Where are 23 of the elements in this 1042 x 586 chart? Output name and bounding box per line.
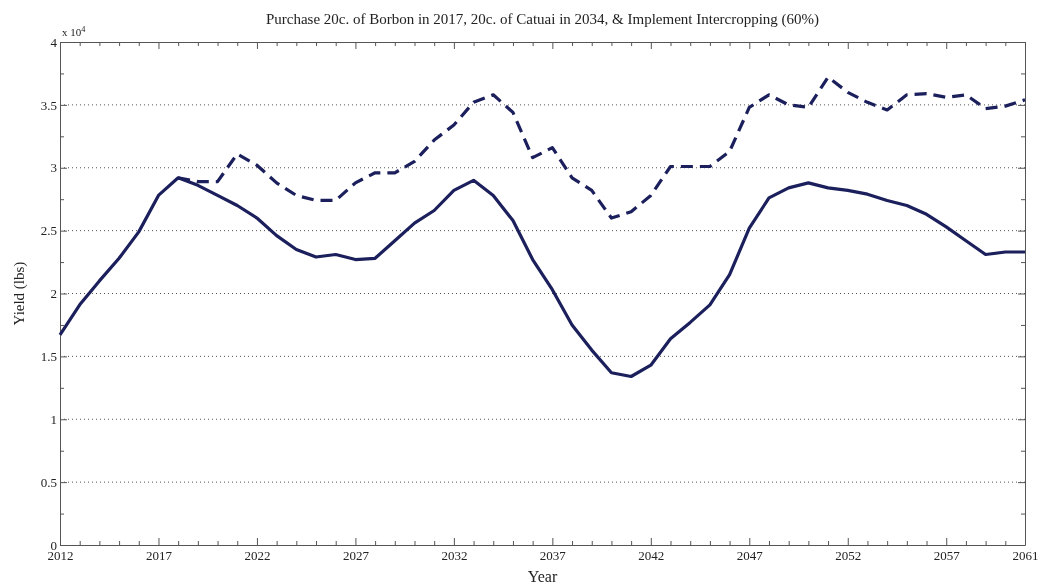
y-tick-label: 4 <box>50 34 58 50</box>
x-tick-label: 2032 <box>441 547 468 563</box>
y-tick-label: 2 <box>50 286 57 302</box>
x-tick-label: 2061 <box>1012 547 1039 563</box>
x-axis-title: Year <box>527 568 558 585</box>
y-axis-title: Yield (lbs) <box>11 261 28 326</box>
x-tick-label: 2027 <box>342 547 370 563</box>
y-tick-label: 1 <box>50 411 57 427</box>
x-tick-label: 2042 <box>638 547 665 563</box>
y-tick-label: 2.5 <box>40 223 57 239</box>
y-tick-label: 0 <box>50 537 57 553</box>
y-tick-label: 3.5 <box>40 97 57 113</box>
text: x 10$^{4}$ <box>62 24 86 38</box>
y-tick-label: 3 <box>50 160 57 176</box>
x-tick-label: 2047 <box>736 547 764 563</box>
x-tick-label: 2022 <box>244 547 271 563</box>
x-tick-label: 2052 <box>835 547 862 563</box>
y-tick-label: 1.5 <box>40 349 57 365</box>
x-tick-label: 2057 <box>933 547 961 563</box>
y-tick-label: 0.5 <box>40 474 57 490</box>
x-tick-label: 2017 <box>145 547 173 563</box>
chart-title: Purchase 20c. of Borbon in 2017, 20c. of Catuai in 2034, & Implement Intercropping (60%) <box>265 11 820 28</box>
x-tick-label: 2037 <box>539 547 567 563</box>
